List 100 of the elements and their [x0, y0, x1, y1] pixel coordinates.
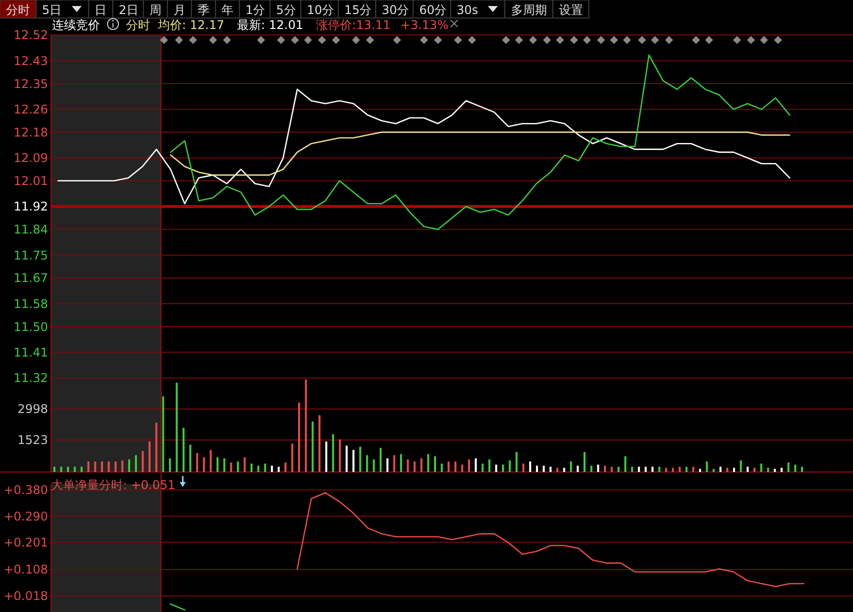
bar — [176, 382, 178, 472]
bar — [359, 446, 362, 472]
y-tick-label: 1523 — [17, 433, 48, 448]
bar — [618, 466, 620, 472]
bar — [338, 439, 341, 472]
bar — [780, 468, 783, 472]
bar — [210, 450, 212, 472]
bar — [740, 460, 742, 472]
y-tick-label: 12.26 — [14, 102, 48, 117]
bar — [604, 466, 606, 472]
bar — [168, 458, 171, 472]
text: 10分 — [306, 3, 334, 17]
text: 设置 — [558, 3, 583, 17]
bar — [468, 459, 470, 472]
bar — [66, 466, 69, 472]
bar — [658, 466, 660, 472]
bar — [257, 466, 260, 472]
y-tick-label: 11.32 — [14, 371, 48, 386]
bar — [244, 457, 246, 472]
text: 多周期 — [510, 3, 547, 17]
bar — [155, 422, 158, 472]
y-tick-label: 11.50 — [14, 320, 48, 334]
bar — [576, 466, 579, 472]
bar — [100, 461, 103, 472]
bar — [196, 453, 198, 472]
bar — [236, 461, 239, 472]
y-tick-label: 12.18 — [14, 125, 48, 140]
bar — [733, 468, 736, 472]
bar — [216, 457, 219, 472]
bar — [556, 468, 558, 472]
bar — [746, 466, 749, 472]
bar — [774, 468, 776, 472]
text: 月 — [173, 3, 186, 17]
y-tick-label: 12.43 — [14, 54, 48, 68]
bar — [590, 466, 592, 472]
bar — [148, 442, 151, 472]
bar — [304, 379, 307, 472]
bar — [760, 464, 762, 472]
bar — [312, 422, 314, 472]
bar — [400, 454, 402, 472]
bar — [542, 466, 545, 472]
bar — [753, 468, 756, 472]
bar — [631, 466, 634, 472]
text: 最新: 12.01 — [237, 18, 304, 32]
text: 5分 — [276, 3, 296, 17]
bar — [121, 460, 124, 472]
bar — [529, 461, 532, 472]
bar — [420, 458, 422, 472]
bar — [536, 466, 538, 472]
bar — [638, 466, 640, 472]
bar — [414, 461, 416, 472]
y-tick-label: 12.52 — [14, 28, 48, 42]
text: 分时 — [126, 18, 150, 32]
line-series — [296, 492, 804, 588]
bar — [230, 462, 232, 472]
bar — [372, 459, 375, 472]
text: 年 — [221, 3, 234, 17]
bar — [80, 466, 83, 472]
text: 季 — [197, 3, 210, 17]
bar — [570, 461, 572, 472]
bar — [801, 466, 804, 472]
bar — [223, 458, 226, 472]
bar — [610, 466, 613, 472]
y-tick-label: 11.92 — [14, 200, 48, 214]
bar — [94, 461, 96, 472]
bar — [74, 466, 76, 472]
y-tick-label: 11.75 — [14, 248, 48, 262]
bar — [87, 461, 90, 472]
bar — [142, 450, 144, 472]
bar — [202, 457, 205, 472]
bar — [60, 466, 62, 472]
y-tick-label: 12.09 — [14, 151, 48, 166]
bar — [563, 468, 566, 472]
text: 5日 — [42, 3, 62, 17]
bar — [712, 468, 715, 472]
bar — [652, 466, 654, 472]
bar — [406, 459, 409, 472]
bar — [672, 468, 674, 472]
bar — [284, 462, 286, 472]
bar — [516, 452, 518, 472]
bar — [427, 454, 430, 472]
bar — [454, 461, 456, 472]
bar — [264, 464, 266, 472]
bar — [767, 468, 770, 472]
y-tick-label: 2998 — [17, 402, 48, 416]
y-tick-label: 12.35 — [14, 76, 48, 91]
text: 分时 — [6, 3, 30, 17]
bar — [291, 444, 294, 472]
bar — [250, 464, 252, 472]
bar — [692, 466, 694, 472]
text: +3.13% — [400, 18, 449, 32]
y-tick-label: +0.108 — [4, 562, 48, 577]
y-tick-label: +0.290 — [4, 509, 48, 524]
bar — [488, 459, 490, 472]
bar — [550, 466, 552, 472]
bar — [108, 461, 110, 472]
text: 2日 — [118, 3, 138, 17]
text: 日 — [94, 3, 107, 17]
bar — [352, 450, 354, 472]
bar — [597, 464, 600, 472]
